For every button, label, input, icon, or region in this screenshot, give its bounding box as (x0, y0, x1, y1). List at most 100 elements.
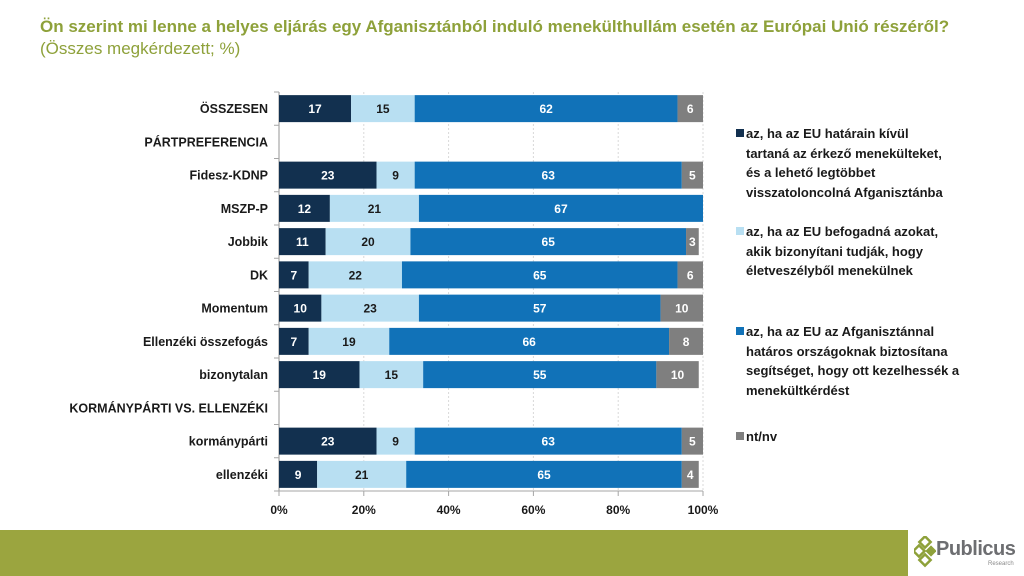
category-label: bizonytalan (199, 368, 268, 382)
bar-segment (308, 261, 402, 289)
bar-segment (389, 327, 670, 355)
bar-segment (401, 261, 678, 289)
category-label: MSZP-P (221, 202, 268, 216)
bar-segment (279, 294, 322, 322)
x-tick-label: 80% (606, 503, 630, 517)
data-label: 65 (542, 235, 556, 249)
bar-segment (418, 294, 661, 322)
data-label: 19 (313, 368, 327, 382)
data-label: 5 (689, 169, 696, 183)
data-label: 15 (376, 102, 390, 116)
data-label: 21 (368, 202, 382, 216)
data-label: 4 (687, 468, 694, 482)
category-label: kormánypárti (189, 435, 268, 449)
bar-segment (423, 361, 657, 389)
data-label: 57 (533, 302, 547, 316)
data-label: 7 (290, 268, 297, 282)
bar-segment (279, 161, 377, 189)
bar-segment (406, 460, 682, 488)
legend-text: az, ha az EU befogadná azokat, (746, 224, 939, 239)
data-label: 10 (675, 302, 689, 316)
bar-segment (656, 361, 699, 389)
data-label: 21 (355, 468, 369, 482)
bar-segment (279, 194, 330, 222)
data-label: 17 (308, 102, 322, 116)
legend-text: az, ha az EU az Afganisztánnal (746, 324, 935, 339)
bar-segment (279, 327, 309, 355)
bar-segment (660, 294, 703, 322)
legend-text: életveszélyből menekülnek (746, 263, 913, 278)
legend-text: és a lehető legtöbbet (746, 165, 876, 180)
legend-item: nt/nv (736, 427, 1006, 447)
legend-item: az, ha az EU az Afganisztánnal határos or… (736, 322, 1006, 400)
data-label: 6 (687, 268, 694, 282)
legend-text: határos országoknak biztosítana (746, 343, 948, 359)
legend-swatch (736, 327, 744, 335)
x-tick-label: 100% (688, 503, 719, 517)
data-label: 66 (522, 335, 536, 349)
category-label: DK (250, 268, 268, 282)
bar-segment (414, 427, 682, 455)
bar-segment (325, 228, 411, 256)
data-label: 5 (689, 435, 696, 449)
data-label: 20 (361, 235, 375, 249)
bar-segment (329, 194, 419, 222)
data-label: 22 (349, 268, 363, 282)
data-label: 10 (294, 302, 308, 316)
data-label: 8 (683, 335, 690, 349)
bar-segment (279, 95, 352, 123)
bar-segment (376, 427, 415, 455)
category-label: ellenzéki (216, 468, 268, 482)
legend-text: nt/nv (746, 429, 778, 444)
legend-text: tartaná az érkező menekülteket, (746, 145, 942, 161)
legend-swatch (736, 432, 744, 440)
data-label: 15 (385, 368, 399, 382)
bar-segment (669, 327, 703, 355)
data-label: 10 (671, 368, 685, 382)
data-label: 63 (542, 169, 556, 183)
title-bold: Ön szerint mi lenne a helyes eljárás egy… (40, 17, 950, 36)
data-label: 23 (321, 169, 335, 183)
bar-segment (414, 95, 678, 123)
legend-swatch (736, 129, 744, 137)
logo-subtext: Research (988, 561, 1014, 567)
x-tick-label: 60% (521, 503, 545, 517)
data-label: 65 (533, 268, 547, 282)
data-label: 65 (537, 468, 551, 482)
x-tick-label: 0% (270, 503, 288, 517)
legend-text: visszatoloncolná Afganisztánba (746, 184, 943, 200)
data-label: 23 (363, 302, 377, 316)
chart-title: Ön szerint mi lenne a helyes eljárás egy… (40, 16, 1000, 60)
logo-diamond-icon (914, 536, 936, 568)
bar-segment (410, 228, 687, 256)
data-label: 7 (290, 335, 297, 349)
data-label: 63 (542, 435, 556, 449)
bar-segment (308, 327, 390, 355)
bar-segment (677, 95, 703, 123)
bar-segment (321, 294, 419, 322)
stacked-bar-chart: 0% 20% 40% 60% 80% 100% ÖSSZESEN 17 15 62 6 PÁRTPRE… (69, 91, 719, 517)
category-label: PÁRTPREFERENCIA (144, 134, 268, 149)
data-label: 19 (342, 335, 356, 349)
data-label: 6 (687, 102, 694, 116)
legend-swatch (736, 227, 744, 235)
bar-segment (686, 228, 699, 256)
category-label: Jobbik (228, 235, 268, 249)
category-label: Fidesz-KDNP (190, 169, 268, 183)
bar-segment (677, 261, 703, 289)
title-subtitle: (Összes megkérdezett; %) (40, 39, 241, 58)
data-label: 23 (321, 435, 335, 449)
bar-segment (418, 194, 703, 222)
bar-segment (279, 261, 309, 289)
bar-segment (681, 460, 699, 488)
legend-text: akik bizonyítani tudják, hogy (746, 243, 923, 259)
bar-segment (279, 228, 326, 256)
category-label: Ellenzéki összefogás (143, 335, 268, 349)
data-label: 12 (298, 202, 312, 216)
legend-item: az, ha az EU határain kívül tartaná az ér… (736, 124, 1006, 202)
category-label: ÖSSZESEN (200, 101, 268, 116)
bar-segment (317, 460, 407, 488)
data-label: 67 (554, 202, 568, 216)
bar-segment (279, 361, 360, 389)
bar-segment (681, 427, 703, 455)
